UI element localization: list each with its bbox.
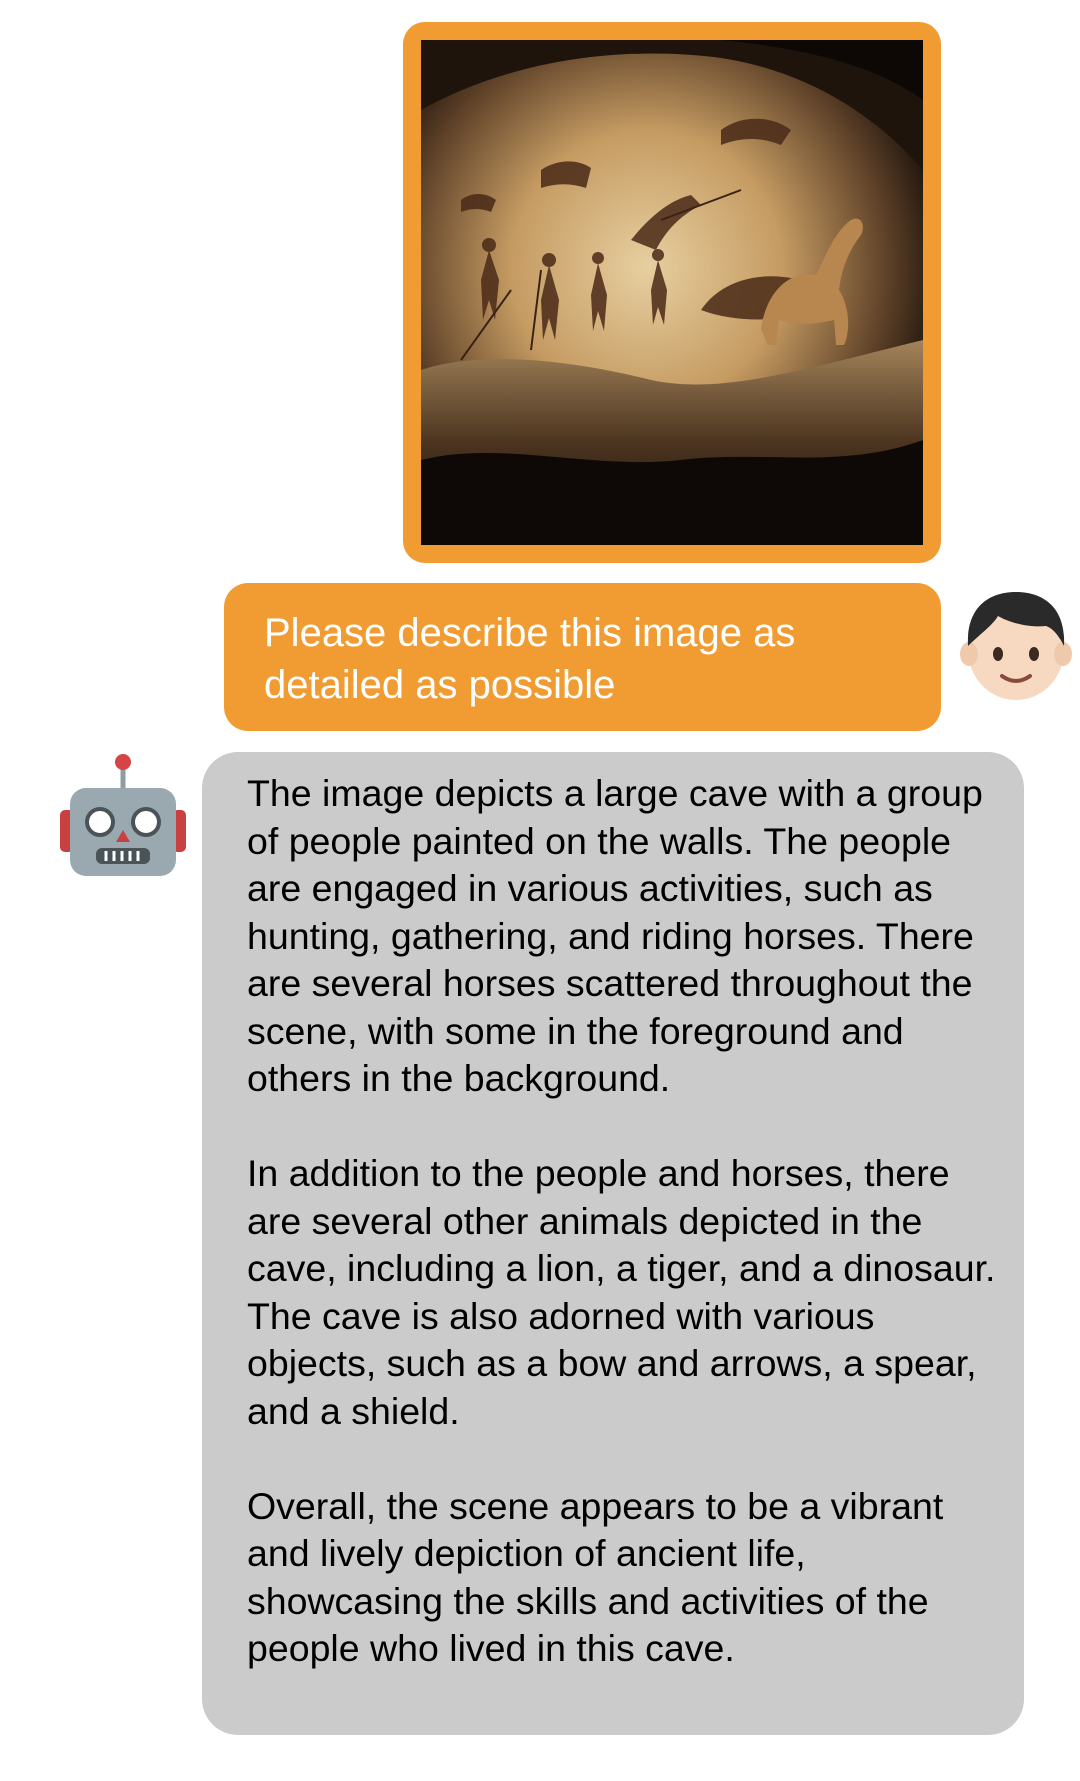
cave-painting-image	[421, 40, 923, 545]
robot-face-emoji	[60, 754, 186, 876]
user-message-text: Please describe this image as detailed a…	[264, 611, 796, 707]
bot-message-paragraph: Overall, the scene appears to be a vibra…	[247, 1484, 944, 1670]
bot-message-bubble: The image depicts a large cave with a gr…	[202, 752, 1024, 1735]
user-message-bubble: Please describe this image as detailed a…	[224, 583, 941, 731]
bot-message-paragraph: In addition to the people and horses, th…	[247, 1152, 996, 1432]
boy-face-emoji	[960, 592, 1072, 700]
user-image-message[interactable]	[403, 22, 941, 563]
bot-message-paragraph: The image depicts a large cave with a gr…	[247, 772, 983, 1099]
